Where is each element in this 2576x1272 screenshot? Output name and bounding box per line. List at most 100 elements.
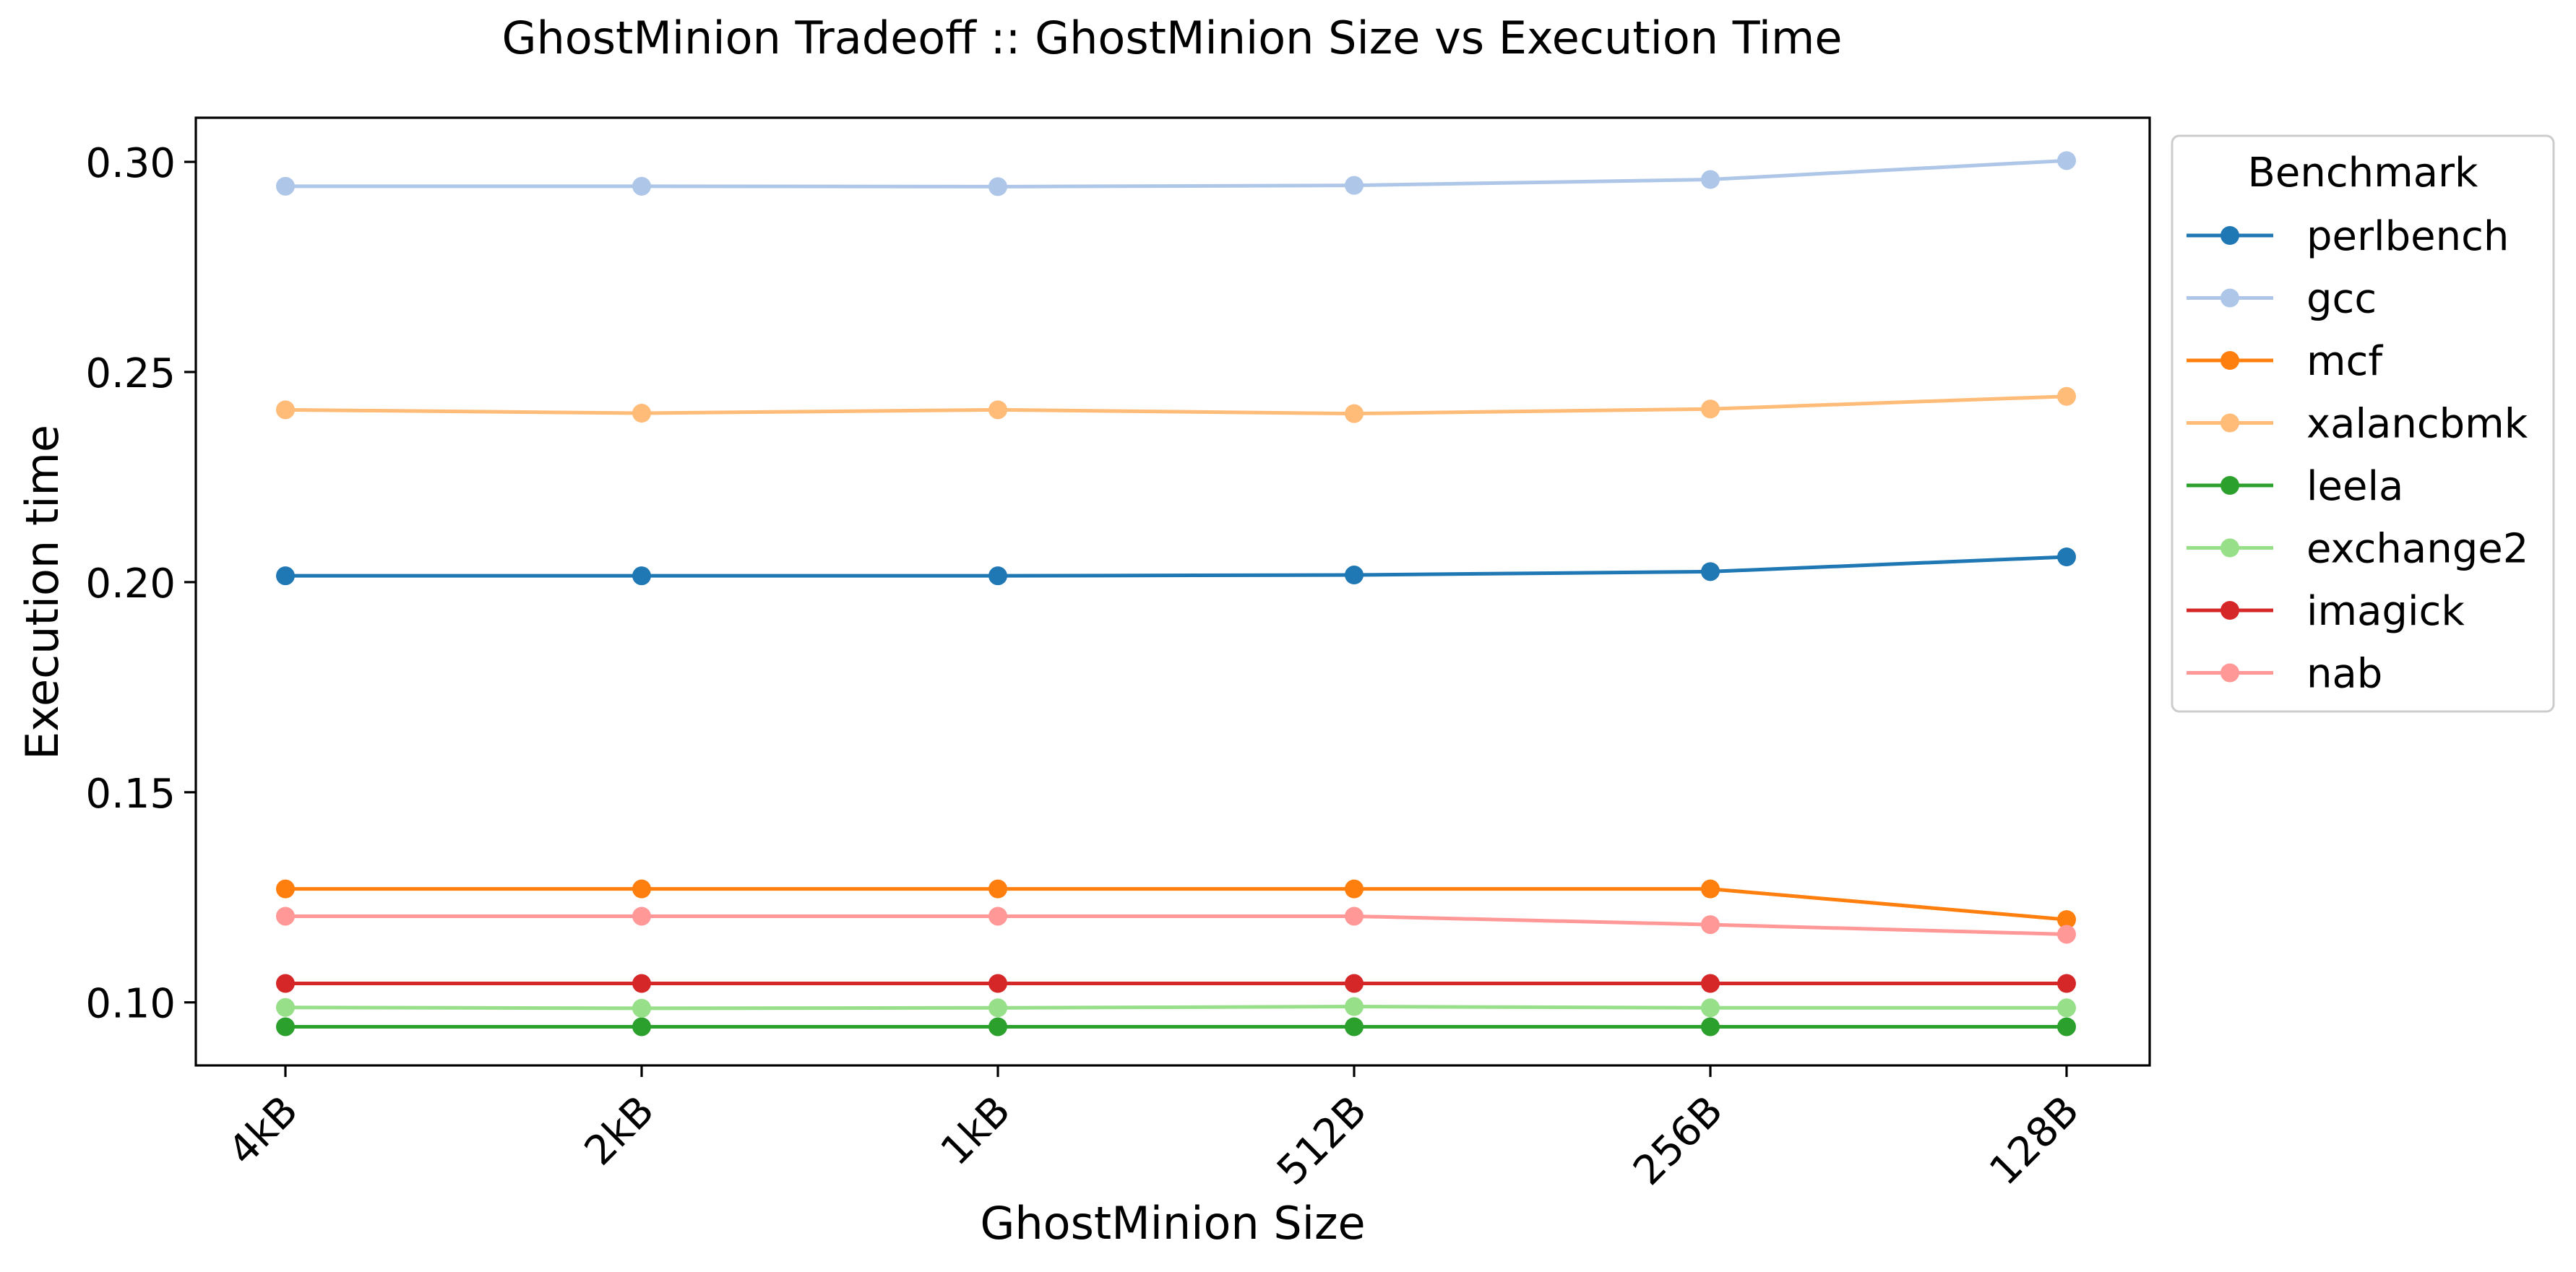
data-point-imagick [632,974,651,993]
data-point-mcf [988,879,1007,899]
data-point-gcc [2057,151,2076,170]
data-point-leela [988,1017,1007,1037]
plot-frame [194,116,2151,1067]
data-point-nab [988,907,1007,926]
chart-title: GhostMinion Tradeoff :: GhostMinion Size… [501,12,1842,64]
data-point-leela [2057,1017,2076,1037]
data-point-mcf [632,879,651,899]
series-line-nab [283,914,2069,936]
data-point-perlbench [632,566,651,586]
data-point-nab [1345,907,1364,926]
series-exchange2 [276,997,2076,1018]
x-axis-label: GhostMinion Size [980,1197,1365,1250]
series-gcc [276,151,2076,196]
legend-title: Benchmark [2248,150,2479,196]
y-tick-label: 0.20 [85,561,176,607]
data-point-leela [276,1017,295,1037]
plot-area [194,116,2151,1067]
data-point-exchange2 [276,998,295,1017]
data-point-perlbench [1345,566,1364,585]
legend-swatch-marker [2220,663,2239,683]
series-xalancbmk [276,386,2076,423]
legend-item-leela: leela [2187,463,2403,510]
data-point-xalancbmk [1345,404,1364,423]
legend-item-gcc: gcc [2187,276,2377,323]
y-axis: 0.10 0.15 0.20 0.25 0.30 [85,140,196,1028]
data-point-xalancbmk [2057,386,2076,406]
data-point-exchange2 [1701,998,1720,1018]
data-point-perlbench [1701,562,1720,581]
data-point-gcc [988,177,1007,196]
data-point-nab [1701,915,1720,935]
legend-label: imagick [2306,588,2465,635]
data-point-mcf [276,879,295,899]
data-point-imagick [1701,974,1720,993]
legend-label: xalancbmk [2306,401,2528,448]
series-mcf [276,879,2076,930]
series-line-exchange2 [283,1005,2069,1011]
series-imagick [276,974,2076,993]
data-point-mcf [1701,879,1720,899]
data-point-exchange2 [988,998,1007,1018]
legend-swatch-marker [2220,476,2239,495]
y-tick-label: 0.25 [85,350,176,397]
legend-items: perlbench gcc mcf xalancbmk leela exchange2 im… [2187,213,2528,698]
data-point-mcf [1345,879,1364,899]
data-point-leela [1345,1017,1364,1037]
legend-label: gcc [2306,276,2377,323]
data-point-imagick [988,974,1007,993]
legend-label: nab [2306,651,2382,698]
series-leela [276,1017,2076,1037]
data-point-nab [632,907,651,926]
data-point-xalancbmk [276,400,295,420]
data-point-imagick [1345,974,1364,993]
data-point-leela [1701,1017,1720,1037]
data-point-xalancbmk [988,400,1007,420]
data-point-xalancbmk [1701,399,1720,419]
series-nab [276,907,2076,944]
legend-item-imagick: imagick [2187,588,2465,635]
data-point-exchange2 [632,998,651,1018]
series-line-xalancbmk [283,394,2069,416]
data-point-mcf [2057,910,2076,930]
data-point-exchange2 [1345,997,1364,1016]
series-line-perlbench [283,555,2069,578]
data-point-nab [276,907,295,926]
data-point-perlbench [276,566,295,586]
legend-label: mcf [2306,338,2383,385]
data-point-xalancbmk [632,404,651,423]
legend-label: exchange2 [2306,526,2528,573]
series-line-gcc [283,158,2069,189]
data-point-imagick [276,974,295,993]
data-point-gcc [1345,176,1364,195]
data-point-exchange2 [2057,998,2076,1018]
legend-swatch-marker [2220,413,2239,433]
data-point-imagick [2057,974,2076,993]
data-point-leela [632,1017,651,1037]
data-point-gcc [632,176,651,196]
data-point-gcc [276,176,295,196]
legend-item-xalancbmk: xalancbmk [2187,401,2528,448]
y-tick-label: 0.10 [85,981,176,1028]
legend-swatch-marker [2220,288,2239,308]
data-point-gcc [1701,170,1720,189]
legend-item-perlbench: perlbench [2187,213,2509,260]
legend-item-nab: nab [2187,651,2382,698]
legend-label: leela [2306,463,2403,510]
legend-item-mcf: mcf [2187,338,2383,385]
legend-swatch-marker [2220,601,2239,620]
legend-frame [2171,134,2555,713]
series-perlbench [276,548,2076,586]
series-line-mcf [283,887,2069,922]
y-tick-label: 0.15 [85,771,176,818]
legend-item-exchange2: exchange2 [2187,526,2528,573]
data-point-perlbench [2057,548,2076,566]
legend-swatch-marker [2220,538,2239,558]
legend: Benchmark perlbench gcc mcf xalancbmk leela e… [2171,134,2555,713]
legend-swatch-marker [2220,226,2239,245]
legend-swatch-marker [2220,351,2239,370]
series-layer [276,151,2076,1037]
